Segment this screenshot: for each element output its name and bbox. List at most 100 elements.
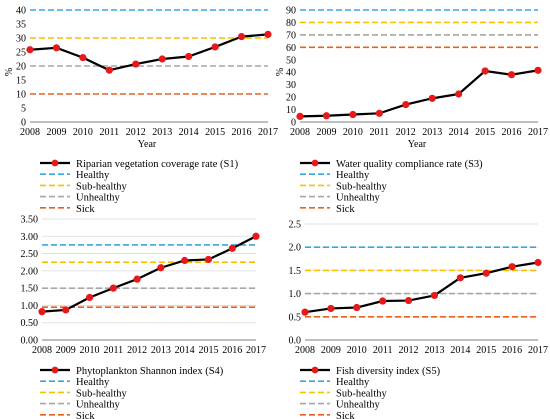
data-point xyxy=(252,232,260,240)
data-point xyxy=(534,66,542,74)
x-tick-label: 2008 xyxy=(20,127,40,138)
x-tick-label: 2010 xyxy=(347,345,367,356)
x-tick-label: 2013 xyxy=(422,127,442,138)
y-tick-label: 30 xyxy=(286,80,296,91)
y-tick-label: 2.50 xyxy=(21,249,39,260)
x-tick-label: 2009 xyxy=(316,127,336,138)
x-tick-label: 2015 xyxy=(205,127,225,138)
y-tick-label: 0.5 xyxy=(289,312,302,323)
y-tick-label: 0 xyxy=(291,118,296,129)
data-point xyxy=(26,46,34,54)
legend-series-label: Water quality compliance rate (S3) xyxy=(336,159,483,170)
x-tick-label: 2017 xyxy=(528,345,548,356)
x-tick-label: 2009 xyxy=(56,345,76,356)
x-tick-label: 2015 xyxy=(476,345,496,356)
data-point xyxy=(264,30,272,38)
legend: Water quality compliance rate (S3)Health… xyxy=(300,159,483,215)
data-point xyxy=(237,33,246,41)
x-axis-label: Year xyxy=(408,139,427,150)
data-point xyxy=(132,60,140,68)
legend-sub-healthy-label: Sub-healthy xyxy=(336,388,387,399)
legend: Riparian vegetation coverage rate (S1)He… xyxy=(40,159,239,215)
x-tick-label: 2017 xyxy=(528,127,548,138)
y-tick-label: 1.5 xyxy=(289,266,302,277)
data-point xyxy=(211,43,219,51)
data-point xyxy=(456,274,464,282)
x-tick-label: 2014 xyxy=(449,127,469,138)
y-tick-label: 0.0 xyxy=(289,336,302,347)
x-tick-label: 2009 xyxy=(46,127,66,138)
data-point xyxy=(62,306,70,314)
data-point xyxy=(482,269,490,277)
legend-series-label: Fish diversity index (S5) xyxy=(336,366,441,377)
x-tick-label: 2012 xyxy=(127,345,147,356)
y-tick-label: 2.5 xyxy=(289,220,302,231)
legend-marker xyxy=(311,366,319,374)
legend-series-label: Phytoplankton Shannon index (S4) xyxy=(76,366,224,377)
series-line xyxy=(304,261,539,314)
x-tick-label: 2016 xyxy=(502,345,522,356)
legend-sick-label: Sick xyxy=(336,204,355,215)
x-tick-label: 2008 xyxy=(32,345,52,356)
data-point xyxy=(133,275,141,283)
y-tick-label: 2.0 xyxy=(289,243,302,254)
y-tick-label: 1.50 xyxy=(21,284,39,295)
data-point xyxy=(185,52,193,61)
data-point xyxy=(455,90,463,98)
x-tick-label: 2008 xyxy=(290,127,310,138)
y-tick-label: 35 xyxy=(16,20,26,31)
x-tick-label: 2013 xyxy=(424,345,444,356)
legend-healthy-label: Healthy xyxy=(76,170,110,181)
legend-healthy-label: Healthy xyxy=(336,170,370,181)
y-tick-label: 0 xyxy=(21,118,26,129)
y-tick-label: 10 xyxy=(16,90,26,101)
legend: Fish diversity index (S5)HealthySub-heal… xyxy=(300,366,441,419)
series-line xyxy=(29,33,269,72)
x-tick-label: 2016 xyxy=(502,127,522,138)
x-tick-label: 2012 xyxy=(126,127,146,138)
y-tick-label: 40 xyxy=(286,68,296,79)
legend-healthy-label: Healthy xyxy=(76,377,110,388)
x-tick-label: 2016 xyxy=(232,127,252,138)
legend-unhealthy-label: Unhealthy xyxy=(76,400,120,411)
y-tick-label: 3.50 xyxy=(21,215,39,226)
x-tick-label: 2011 xyxy=(104,345,124,356)
x-tick-label: 2010 xyxy=(343,127,363,138)
data-point xyxy=(301,308,309,316)
y-tick-label: 3.00 xyxy=(21,232,39,243)
data-point xyxy=(105,66,113,74)
data-point xyxy=(181,256,189,265)
legend-marker xyxy=(311,159,319,167)
data-point xyxy=(481,67,489,75)
series-line xyxy=(299,69,539,118)
data-point xyxy=(508,263,516,271)
x-tick-label: 2014 xyxy=(175,345,195,356)
y-tick-label: 15 xyxy=(16,76,26,87)
y-tick-label: 0.50 xyxy=(21,318,39,329)
data-point xyxy=(79,54,87,62)
y-tick-label: 70 xyxy=(286,30,296,41)
data-point xyxy=(85,293,94,302)
legend: Phytoplankton Shannon index (S4)HealthyS… xyxy=(40,366,224,419)
legend-healthy-label: Healthy xyxy=(336,377,370,388)
data-point xyxy=(109,284,117,292)
data-point xyxy=(353,303,361,312)
series-line xyxy=(41,235,257,313)
y-tick-label: 2.00 xyxy=(21,266,39,277)
data-point xyxy=(507,71,516,79)
x-tick-label: 2009 xyxy=(321,345,341,356)
legend-unhealthy-label: Unhealthy xyxy=(336,400,380,411)
y-tick-label: 0.00 xyxy=(21,336,39,347)
data-point xyxy=(52,44,61,52)
x-tick-label: 2013 xyxy=(151,345,171,356)
y-tick-label: 90 xyxy=(286,6,296,17)
x-tick-label: 2017 xyxy=(258,127,278,138)
y-tick-label: 60 xyxy=(286,43,296,54)
data-point xyxy=(404,296,413,305)
y-tick-label: 5 xyxy=(21,104,26,115)
data-point xyxy=(349,110,357,119)
x-tick-label: 2011 xyxy=(370,127,390,138)
chart-4: 0.0 0.5 1.0 1.5 2.0 2.5 2008 2009 2010 2011 2012 20… xyxy=(289,220,549,419)
